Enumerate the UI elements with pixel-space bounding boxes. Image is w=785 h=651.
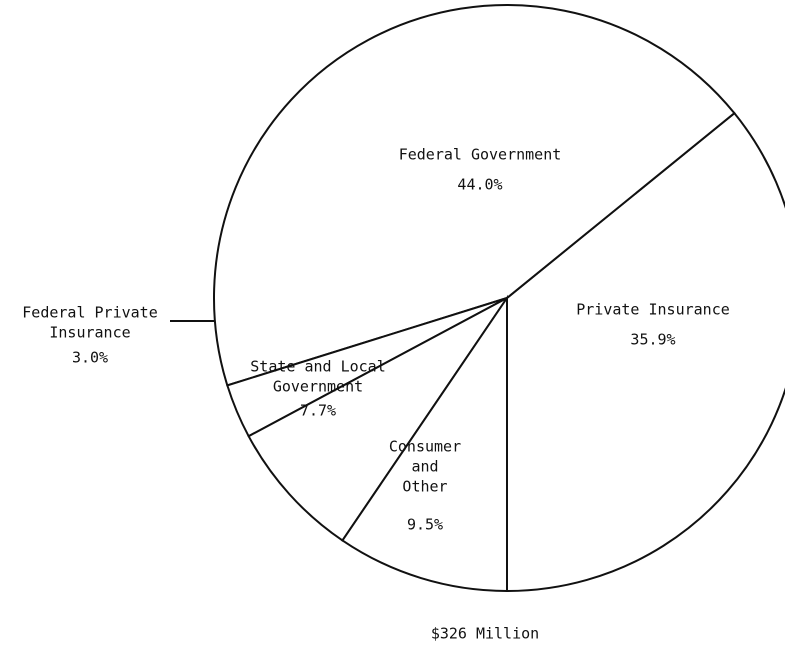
slice-label: Federal Private (22, 304, 157, 322)
slice-label: Consumer (389, 438, 461, 456)
total-annotation: $326 Million (431, 625, 539, 643)
slice-label: Private Insurance (576, 301, 730, 319)
pie-slice (213, 4, 736, 387)
slice-label: Insurance (49, 324, 130, 342)
value-label: 9.5% (407, 516, 443, 534)
slice-label: Other (402, 478, 447, 496)
slice-label: State and Local (250, 358, 385, 376)
value-label: 3.0% (72, 349, 108, 367)
pie-slice (506, 111, 785, 593)
slice-label: Federal Government (399, 146, 562, 164)
pie-slice (247, 297, 508, 542)
slice-label: Government (273, 378, 363, 396)
value-label: 44.0% (457, 176, 502, 194)
pie-slice (341, 294, 508, 593)
value-label: 7.7% (300, 402, 336, 420)
slice-label: and (411, 458, 438, 476)
value-label: 35.9% (630, 331, 675, 349)
